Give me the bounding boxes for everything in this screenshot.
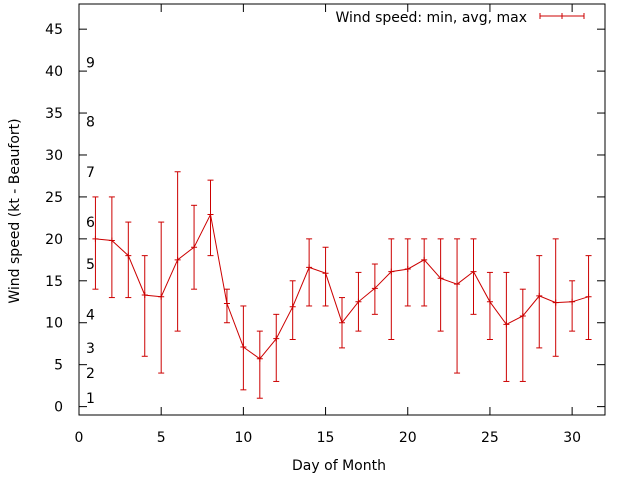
y-tick-label: 40 (45, 64, 63, 80)
error-bar (240, 305, 247, 391)
data-point (339, 319, 345, 326)
error-bar (437, 238, 444, 332)
error-bar (404, 238, 411, 307)
data-point (486, 298, 493, 305)
legend-label: Wind speed: min, avg, max (335, 10, 527, 26)
error-bar (503, 271, 510, 382)
beaufort-label: 8 (86, 114, 95, 130)
error-bar (306, 238, 313, 307)
y-tick-label: 30 (45, 148, 63, 164)
data-point (125, 252, 132, 259)
data-point (174, 256, 181, 263)
error-bar (470, 238, 477, 315)
error-bar (92, 196, 99, 290)
data-point (273, 335, 280, 342)
data-point (421, 256, 428, 263)
y-tick-label: 20 (45, 232, 63, 248)
data-point (503, 321, 510, 328)
error-bar (158, 221, 165, 374)
data-point (191, 244, 198, 251)
error-bar (519, 288, 526, 382)
error-bar (256, 330, 263, 399)
data-point (454, 281, 461, 288)
data-point (552, 299, 559, 306)
error-bar (289, 280, 296, 341)
error-bar (388, 238, 395, 341)
data-point (289, 303, 296, 310)
error-bar (454, 238, 461, 374)
y-tick-label: 35 (45, 106, 63, 122)
beaufort-label: 9 (86, 56, 95, 72)
x-tick-label: 10 (234, 430, 252, 446)
error-bar (191, 204, 198, 290)
beaufort-label: 1 (86, 391, 95, 407)
data-point (108, 237, 115, 244)
beaufort-label: 6 (86, 215, 95, 231)
y-tick-label: 0 (54, 400, 63, 416)
x-tick-label: 0 (75, 430, 84, 446)
error-bar (339, 297, 345, 349)
data-point (470, 268, 477, 275)
beaufort-label: 5 (86, 257, 95, 273)
error-bar (355, 271, 362, 332)
data-point (240, 344, 247, 351)
error-bar (174, 171, 181, 332)
beaufort-label: 4 (86, 307, 95, 323)
data-point (388, 268, 395, 275)
error-bar (552, 238, 559, 357)
x-tick-label: 20 (399, 430, 417, 446)
x-tick-label: 15 (317, 430, 335, 446)
data-point (536, 292, 543, 299)
data-point (371, 285, 378, 292)
x-tick-label: 25 (481, 430, 499, 446)
error-bar (569, 280, 576, 332)
data-point (158, 293, 165, 300)
x-axis-label: Day of Month (292, 458, 386, 474)
beaufort-label: 3 (86, 341, 95, 357)
legend: Wind speed: min, avg, max (335, 10, 585, 26)
error-bar (223, 288, 230, 324)
error-bar (371, 263, 378, 315)
plot-border (78, 3, 606, 416)
data-point (585, 293, 592, 300)
y-tick-label: 45 (45, 22, 63, 38)
y-axis-label: Wind speed (kt - Beaufort) (7, 118, 23, 303)
error-bar (273, 313, 280, 382)
error-bar (486, 271, 493, 341)
beaufort-label: 7 (86, 165, 95, 181)
data-point (207, 211, 214, 218)
data-point (322, 270, 329, 277)
error-bar (536, 255, 543, 349)
error-bar (421, 238, 428, 307)
error-bar (322, 246, 329, 307)
data-point (355, 298, 362, 305)
error-bar (108, 196, 115, 299)
data-point (404, 266, 411, 273)
data-point (256, 355, 263, 362)
y-tick-label: 15 (45, 274, 63, 290)
error-bar (207, 179, 214, 257)
data-point (223, 300, 230, 307)
error-bar (125, 221, 132, 299)
x-tick-label: 5 (157, 430, 166, 446)
data-point (306, 264, 313, 271)
series-wind-speed (92, 171, 592, 399)
data-point (569, 298, 576, 305)
error-bar (141, 255, 148, 357)
data-point (141, 292, 148, 299)
x-tick-label: 30 (563, 430, 581, 446)
data-point (437, 275, 444, 282)
y-tick-label: 25 (45, 190, 63, 206)
plot-frame (78, 3, 606, 416)
error-bar (585, 255, 592, 341)
x-axis-ticks: 0 5 10 15 20 25 30 (75, 4, 581, 446)
data-point (519, 313, 526, 320)
data-point (92, 235, 99, 242)
y-tick-label: 10 (45, 316, 63, 332)
beaufort-scale-labels: 1 2 3 4 5 6 7 8 9 (86, 56, 95, 408)
y-tick-label: 5 (54, 358, 63, 374)
beaufort-label: 2 (86, 366, 95, 382)
